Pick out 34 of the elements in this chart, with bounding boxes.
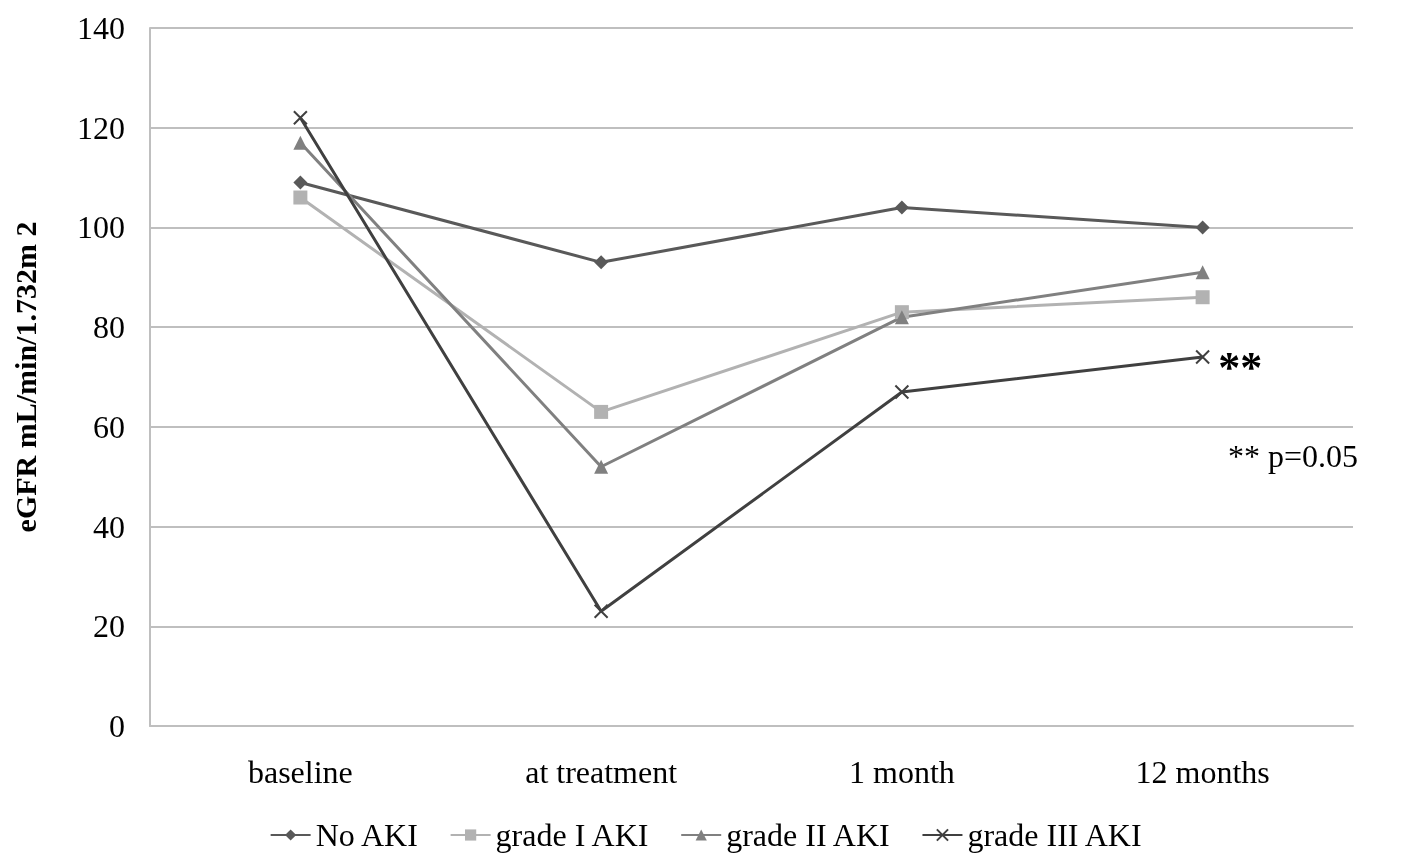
- x-tick-label: at treatment: [525, 754, 678, 790]
- y-tick-label: 100: [77, 209, 125, 246]
- y-axis-title: eGFR mL/min/1.732m 2: [8, 221, 42, 533]
- point: [894, 384, 910, 400]
- y-tick-label: 60: [93, 408, 125, 445]
- y-tick-label: 0: [109, 708, 125, 744]
- y-tick-label: 80: [93, 309, 125, 346]
- point: [593, 603, 609, 619]
- x-tick-label: 12 months: [1135, 754, 1270, 790]
- point: [1195, 265, 1210, 280]
- annotation: **: [1218, 342, 1263, 392]
- point: [1195, 349, 1211, 365]
- point: [293, 175, 308, 190]
- legend-label: No AKI: [315, 817, 418, 853]
- x-tick-label: 1 month: [848, 754, 955, 790]
- y-tick-label: 140: [77, 10, 125, 46]
- point: [594, 255, 609, 270]
- legend-label: grade I AKI: [495, 817, 649, 853]
- x-tick-label: baseline: [247, 754, 353, 790]
- point: [1195, 220, 1210, 235]
- legend-label: grade II AKI: [726, 817, 890, 853]
- point: [594, 459, 609, 474]
- legend-label: grade III AKI: [967, 817, 1142, 853]
- annotation: ** p=0.05: [1227, 438, 1358, 474]
- point: [594, 404, 609, 419]
- y-tick-label: 120: [77, 109, 125, 146]
- y-tick-label: 20: [93, 608, 125, 645]
- point: [894, 200, 909, 215]
- point: [293, 190, 308, 205]
- point: [894, 310, 909, 325]
- point: [292, 110, 308, 126]
- y-tick-label: 40: [93, 508, 125, 545]
- point: [293, 135, 308, 150]
- point: [1195, 290, 1210, 305]
